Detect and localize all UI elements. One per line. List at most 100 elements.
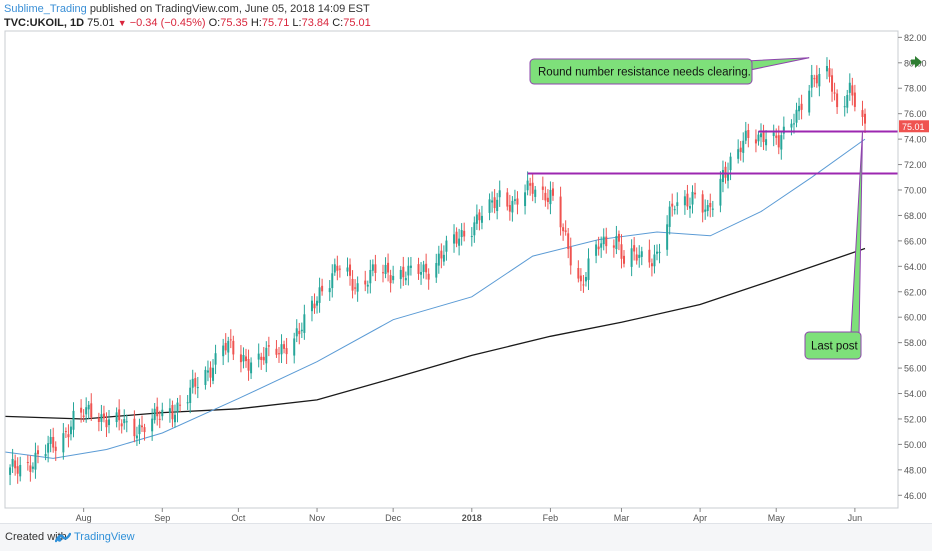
scroll-right-arrow-icon[interactable] bbox=[915, 56, 922, 68]
candle bbox=[209, 361, 212, 388]
candle-body bbox=[387, 262, 390, 273]
annotations-layer[interactable]: Round number resistance needs clearing. L… bbox=[529, 57, 863, 360]
candle-body bbox=[321, 285, 324, 292]
last-price-badge-label: 75.01 bbox=[902, 122, 925, 132]
candle-body bbox=[742, 140, 745, 153]
candle bbox=[158, 410, 161, 429]
candle-body bbox=[173, 414, 176, 423]
candle bbox=[135, 426, 138, 446]
candle bbox=[435, 253, 438, 283]
candle bbox=[453, 224, 456, 253]
candle bbox=[427, 268, 430, 290]
candle bbox=[133, 410, 136, 443]
candle-body bbox=[792, 123, 795, 125]
candle bbox=[19, 456, 22, 482]
candle bbox=[706, 199, 709, 217]
close-label: C: bbox=[332, 17, 344, 29]
price-chart[interactable]: Round number resistance needs clearing. L… bbox=[0, 0, 932, 523]
candle bbox=[285, 338, 288, 365]
resistance-callout[interactable]: Round number resistance needs clearing. bbox=[529, 57, 810, 85]
candle-body bbox=[196, 387, 199, 389]
candle-body bbox=[349, 264, 352, 276]
candle bbox=[551, 181, 554, 201]
candle bbox=[11, 448, 14, 473]
symbol-label[interactable]: TVC:UKOIL, 1D bbox=[4, 17, 85, 29]
candle bbox=[371, 259, 374, 277]
symbol-info-line: TVC:UKOIL, 1D 75.01 ▼ −0.34 (−0.45%) O:7… bbox=[4, 17, 371, 29]
candle bbox=[26, 455, 29, 471]
candle-body bbox=[80, 407, 83, 413]
tradingview-logo-icon[interactable] bbox=[55, 530, 71, 544]
candle bbox=[737, 139, 740, 164]
candle-body bbox=[316, 300, 319, 306]
candle bbox=[480, 205, 483, 230]
candle-body bbox=[310, 300, 313, 312]
candle bbox=[151, 408, 154, 441]
candle bbox=[156, 397, 159, 426]
candle bbox=[34, 442, 37, 479]
candle-body bbox=[683, 196, 686, 206]
candle-body bbox=[212, 367, 215, 381]
candle bbox=[331, 264, 334, 298]
candle-body bbox=[615, 235, 618, 250]
candle-body bbox=[229, 339, 232, 341]
candle-body bbox=[754, 139, 757, 144]
candle-body bbox=[739, 147, 742, 153]
candle bbox=[861, 100, 864, 126]
candle-body bbox=[569, 246, 572, 266]
candle bbox=[262, 347, 265, 365]
candle-body bbox=[721, 169, 724, 183]
candle-body bbox=[747, 129, 750, 138]
candle bbox=[683, 190, 686, 215]
candle-body bbox=[853, 92, 856, 107]
candle-body bbox=[658, 251, 661, 254]
candle-body bbox=[224, 342, 227, 351]
candle bbox=[105, 412, 108, 437]
candle-body bbox=[366, 284, 369, 287]
candle bbox=[744, 121, 747, 145]
candle-body bbox=[204, 369, 207, 385]
candle-body bbox=[239, 354, 242, 363]
candle-body bbox=[171, 405, 174, 420]
last-post-callout[interactable]: Last post bbox=[804, 131, 863, 360]
candle-body bbox=[815, 75, 818, 84]
candle-body bbox=[440, 250, 443, 259]
candle bbox=[69, 420, 72, 441]
candle-body bbox=[455, 231, 458, 244]
candle-body bbox=[108, 419, 111, 426]
candle bbox=[85, 397, 88, 423]
candle-body bbox=[582, 284, 585, 286]
candle-body bbox=[374, 264, 377, 273]
low-value: 73.84 bbox=[301, 17, 330, 29]
candle-body bbox=[671, 203, 674, 207]
candle bbox=[97, 412, 100, 432]
candle bbox=[374, 254, 377, 282]
tradingview-brand[interactable]: TradingView bbox=[74, 531, 135, 543]
author-link[interactable]: Sublime_Trading bbox=[4, 3, 87, 15]
candle-body bbox=[458, 238, 461, 246]
resistance-callout-pointer bbox=[745, 57, 810, 71]
candle bbox=[356, 276, 359, 302]
levels-layer[interactable] bbox=[527, 130, 898, 175]
candle bbox=[62, 423, 65, 460]
candle-body bbox=[36, 450, 39, 455]
candle-body bbox=[496, 199, 499, 212]
candle bbox=[392, 265, 395, 284]
candle-body bbox=[579, 275, 582, 282]
candle bbox=[508, 194, 511, 221]
candle-body bbox=[549, 189, 552, 205]
candle-body bbox=[422, 264, 425, 272]
candle bbox=[186, 395, 189, 410]
candle bbox=[772, 124, 775, 147]
candle-body bbox=[706, 205, 709, 212]
candle-body bbox=[156, 406, 159, 417]
candle-body bbox=[848, 82, 851, 93]
candle bbox=[526, 171, 529, 196]
candle-body bbox=[567, 233, 570, 249]
candle-body bbox=[836, 93, 839, 108]
candle-body bbox=[153, 408, 156, 421]
candle-body bbox=[491, 200, 494, 203]
candle bbox=[275, 340, 278, 358]
candle bbox=[544, 186, 547, 207]
candle bbox=[310, 295, 313, 322]
